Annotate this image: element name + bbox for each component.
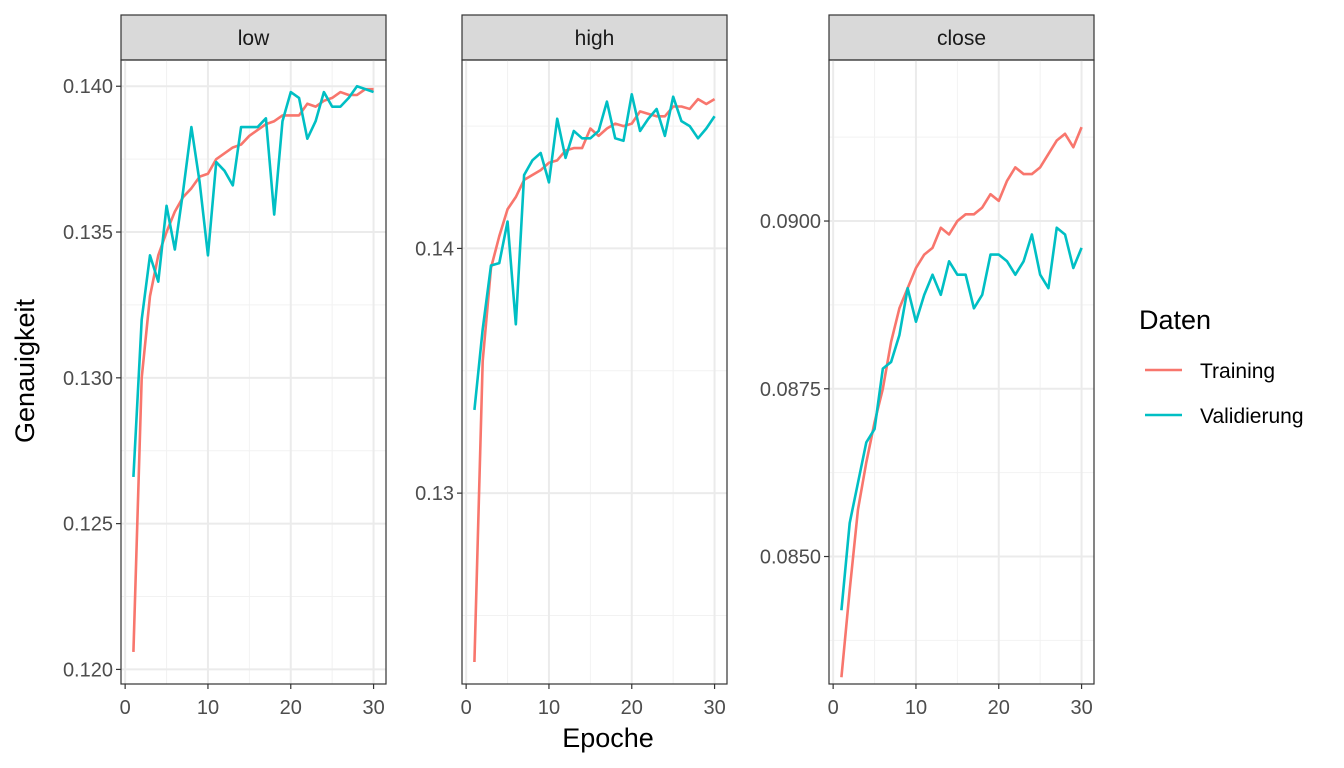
- facet-strip-label: low: [238, 27, 270, 50]
- legend: Daten Training Validierung: [1139, 305, 1304, 428]
- legend-label: Validierung: [1200, 405, 1304, 428]
- facet-strip: [120, 14, 387, 61]
- x-tick-label: 10: [197, 697, 219, 719]
- x-tick-label: 30: [1070, 697, 1092, 719]
- series-line-validierung: [132, 84, 375, 478]
- panel-border: [120, 59, 387, 685]
- y-tick-label: 0.130: [63, 368, 113, 390]
- facet-strip-label: high: [575, 27, 615, 50]
- facet-strip: [828, 14, 1095, 61]
- series-line-training: [132, 87, 374, 652]
- legend-entry-validierung: Validierung: [1145, 405, 1304, 428]
- facet-panel-close: close 0 10 20 30 0.0850 0.0875 0.0900: [760, 14, 1095, 719]
- x-tick-label: 0: [120, 697, 131, 719]
- x-tick-label: 20: [988, 697, 1010, 719]
- series-line-validierung: [473, 92, 716, 411]
- x-tick-label: 0: [461, 697, 472, 719]
- y-tick-label: 0.120: [63, 659, 113, 681]
- y-tick-label: 0.125: [63, 514, 113, 536]
- facet-panel-low: low 0 10 20 30 0.120 0.125 0.130 0.135 0.140: [63, 14, 387, 719]
- panel-border: [461, 59, 728, 685]
- y-tick-label: 0.0875: [760, 379, 821, 401]
- y-tick-label: 0.135: [63, 222, 113, 244]
- x-tick-label: 20: [280, 697, 302, 719]
- y-tick-label: 0.140: [63, 76, 113, 98]
- series-line-training: [840, 126, 1083, 678]
- facet-strip-label: close: [937, 27, 986, 50]
- x-tick-label: 0: [828, 697, 839, 719]
- legend-label: Training: [1200, 360, 1275, 383]
- legend-entry-training: Training: [1145, 360, 1275, 383]
- x-tick-label: 20: [621, 697, 643, 719]
- x-tick-label: 30: [703, 697, 725, 719]
- panel-border: [828, 59, 1095, 685]
- legend-title: Daten: [1139, 305, 1211, 335]
- y-axis-title: Genauigkeit: [10, 298, 40, 443]
- series-line-training: [473, 97, 716, 663]
- y-tick-label: 0.0850: [760, 547, 821, 569]
- y-tick-label: 0.14: [415, 238, 454, 260]
- x-axis-title: Epoche: [562, 723, 654, 753]
- y-tick-label: 0.0900: [760, 211, 821, 233]
- x-tick-label: 30: [362, 697, 384, 719]
- x-tick-label: 10: [538, 697, 560, 719]
- facet-panel-high: high 0 10 20 30 0.13 0.14: [415, 14, 728, 719]
- y-tick-label: 0.13: [415, 483, 454, 505]
- x-tick-label: 10: [905, 697, 927, 719]
- series-line-validierung: [840, 226, 1083, 611]
